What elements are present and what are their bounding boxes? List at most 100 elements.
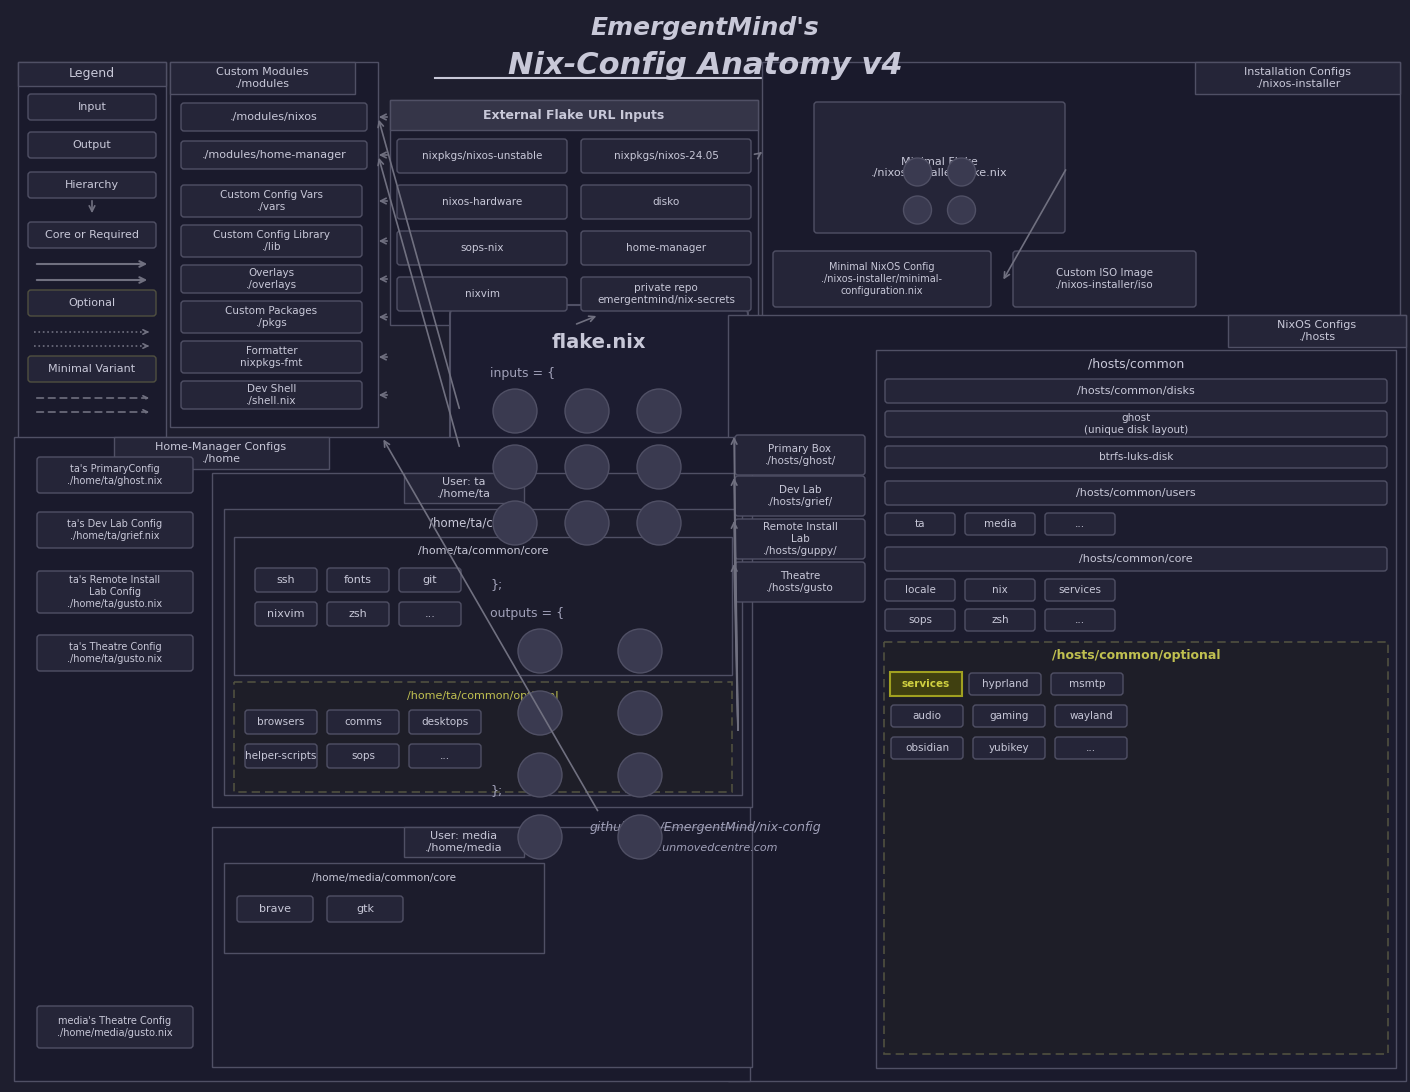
FancyBboxPatch shape (964, 609, 1035, 631)
FancyBboxPatch shape (180, 301, 362, 333)
FancyBboxPatch shape (180, 381, 362, 410)
FancyBboxPatch shape (398, 185, 567, 219)
FancyBboxPatch shape (1050, 673, 1122, 695)
Text: flake.nix: flake.nix (551, 333, 646, 353)
Text: nix: nix (993, 585, 1008, 595)
Bar (224, 509, 742, 795)
Text: ...: ... (424, 609, 436, 619)
Text: Home-Manager Configs
./home: Home-Manager Configs ./home (155, 442, 286, 464)
Circle shape (637, 389, 681, 434)
Text: gtk: gtk (355, 904, 374, 914)
Text: Output: Output (73, 140, 111, 150)
FancyBboxPatch shape (885, 379, 1387, 403)
Text: Dev Shell
./shell.nix: Dev Shell ./shell.nix (247, 384, 296, 406)
Text: home-manager: home-manager (626, 244, 706, 253)
FancyBboxPatch shape (37, 571, 193, 613)
FancyBboxPatch shape (37, 1006, 193, 1048)
Text: private repo
emergentmind/nix-secrets: private repo emergentmind/nix-secrets (596, 283, 735, 305)
Bar (224, 863, 544, 953)
Text: Optional: Optional (69, 298, 116, 308)
FancyBboxPatch shape (735, 519, 864, 559)
FancyBboxPatch shape (885, 547, 1387, 571)
FancyBboxPatch shape (180, 103, 367, 131)
Text: ./modules/nixos: ./modules/nixos (230, 112, 317, 122)
Text: btrfs-luks-disk: btrfs-luks-disk (1098, 452, 1173, 462)
FancyBboxPatch shape (327, 744, 399, 768)
Text: ta's Remote Install
Lab Config
./home/ta/gusto.nix: ta's Remote Install Lab Config ./home/ta… (68, 575, 162, 608)
FancyBboxPatch shape (735, 476, 864, 517)
FancyBboxPatch shape (237, 897, 313, 922)
Circle shape (565, 389, 609, 434)
FancyBboxPatch shape (28, 132, 157, 158)
Circle shape (493, 389, 537, 434)
FancyBboxPatch shape (973, 705, 1045, 727)
Circle shape (493, 501, 537, 545)
FancyBboxPatch shape (180, 141, 367, 169)
FancyBboxPatch shape (28, 356, 157, 382)
Text: desktops: desktops (422, 717, 468, 727)
FancyBboxPatch shape (1045, 579, 1115, 601)
Bar (114, 437, 329, 468)
Text: Formatter
nixpkgs-fmt: Formatter nixpkgs-fmt (240, 346, 303, 368)
Text: };: }; (491, 579, 502, 592)
Text: brave: brave (259, 904, 290, 914)
Circle shape (618, 629, 663, 673)
Text: yubikey: yubikey (988, 743, 1029, 753)
FancyBboxPatch shape (885, 609, 955, 631)
FancyBboxPatch shape (885, 480, 1387, 505)
Text: };: }; (491, 784, 502, 797)
Text: audio: audio (912, 711, 942, 721)
FancyBboxPatch shape (969, 673, 1041, 695)
Text: Core or Required: Core or Required (45, 230, 140, 240)
Circle shape (517, 691, 563, 735)
Text: inputs = {: inputs = { (491, 367, 556, 380)
Text: Minimal Variant: Minimal Variant (48, 364, 135, 373)
FancyBboxPatch shape (327, 897, 403, 922)
Text: Custom Config Vars
./vars: Custom Config Vars ./vars (220, 190, 323, 212)
FancyBboxPatch shape (409, 710, 481, 734)
Bar (405, 827, 525, 857)
Text: /hosts/common/core: /hosts/common/core (1079, 554, 1193, 563)
Text: Overlays
./overlays: Overlays ./overlays (245, 269, 298, 289)
Bar (171, 62, 355, 94)
Circle shape (618, 691, 663, 735)
Text: /home/ta/common: /home/ta/common (429, 517, 537, 530)
FancyBboxPatch shape (398, 232, 567, 265)
FancyBboxPatch shape (885, 579, 955, 601)
FancyBboxPatch shape (885, 411, 1387, 437)
Bar (18, 62, 166, 86)
Text: Dev Lab
./hosts/grief/: Dev Lab ./hosts/grief/ (767, 485, 833, 507)
Bar (1196, 62, 1400, 94)
Bar (884, 642, 1387, 1054)
Text: /home/ta/common/core: /home/ta/common/core (417, 546, 548, 556)
FancyBboxPatch shape (581, 185, 752, 219)
Text: services: services (1059, 585, 1101, 595)
Circle shape (565, 501, 609, 545)
Text: fonts: fonts (344, 575, 372, 585)
Text: Hierarchy: Hierarchy (65, 180, 118, 190)
FancyBboxPatch shape (399, 602, 461, 626)
Bar (391, 100, 759, 325)
Text: comms: comms (344, 717, 382, 727)
Text: Theatre
./hosts/gusto: Theatre ./hosts/gusto (766, 571, 833, 593)
FancyBboxPatch shape (891, 705, 963, 727)
FancyBboxPatch shape (28, 94, 157, 120)
FancyBboxPatch shape (180, 225, 362, 257)
Bar (1228, 314, 1406, 347)
FancyBboxPatch shape (1055, 705, 1127, 727)
Text: outputs = {: outputs = { (491, 606, 564, 619)
Text: sops: sops (351, 751, 375, 761)
Text: ta's Dev Lab Config
./home/ta/grief.nix: ta's Dev Lab Config ./home/ta/grief.nix (68, 519, 162, 541)
Text: Custom ISO Image
./nixos-installer/iso: Custom ISO Image ./nixos-installer/iso (1055, 269, 1153, 289)
Text: Remote Install
Lab
./hosts/guppy/: Remote Install Lab ./hosts/guppy/ (763, 522, 838, 556)
FancyBboxPatch shape (1055, 737, 1127, 759)
Text: obsidian: obsidian (905, 743, 949, 753)
Text: nixvim: nixvim (464, 289, 499, 299)
Circle shape (948, 195, 976, 224)
FancyBboxPatch shape (399, 568, 461, 592)
Text: /hosts/common/disks: /hosts/common/disks (1077, 385, 1194, 396)
FancyBboxPatch shape (450, 305, 747, 823)
FancyBboxPatch shape (255, 568, 317, 592)
FancyBboxPatch shape (37, 512, 193, 548)
Text: EmergentMind's: EmergentMind's (591, 16, 819, 40)
